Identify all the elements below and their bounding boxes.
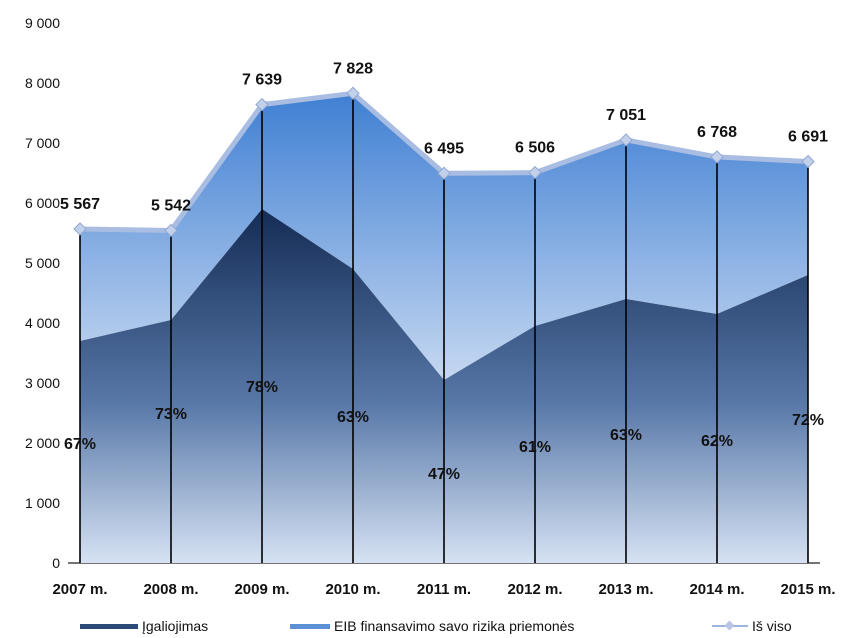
percent-label: 63% (610, 427, 642, 444)
x-tick-label: 2013 m. (598, 581, 653, 598)
percent-label: 72% (792, 412, 824, 429)
total-point (346, 86, 360, 101)
data-labels: 5 567 5 542 7 639 7 828 6 495 6 506 7 051 6 768… (60, 60, 828, 483)
total-value-label: 6 506 (515, 140, 555, 157)
total-value-label: 7 639 (242, 72, 282, 89)
y-tick-label: 4 000 (25, 315, 60, 331)
legend-label-igaliojimas: Įgaliojimas (142, 618, 209, 634)
legend-swatch-igaliojimas (80, 623, 138, 629)
total-point (710, 150, 724, 164)
total-point (164, 223, 178, 238)
total-value-label: 5 542 (151, 197, 191, 214)
total-point (255, 97, 269, 112)
percent-label: 67% (64, 436, 96, 453)
x-tick-label: 2008 m. (143, 581, 198, 598)
total-value-label: 7 828 (333, 60, 373, 77)
total-point (619, 133, 633, 147)
y-tick-label: 6 000 (25, 195, 60, 211)
y-tick-label: 2 000 (25, 435, 60, 451)
legend-item-igaliojimas: Įgaliojimas (80, 615, 208, 637)
total-line (73, 86, 815, 238)
y-tick-label: 1 000 (25, 495, 60, 511)
total-value-label: 5 567 (60, 196, 100, 213)
total-point (528, 165, 542, 180)
percent-label: 78% (246, 379, 278, 396)
legend-label-eib: EIB finansavimo savo rizika priemonės (334, 618, 575, 634)
legend-item-is-viso: Iš viso (712, 615, 792, 637)
y-tick-label: 7 000 (25, 135, 60, 151)
chart: 0 1 000 2 000 3 000 4 000 5 000 6 000 7 000 8 00… (25, 15, 836, 598)
y-tick-label: 5 000 (25, 255, 60, 271)
y-tick-label: 9 000 (25, 15, 60, 31)
total-value-label: 6 495 (424, 140, 464, 157)
legend-swatch-eib (290, 623, 330, 629)
legend-swatch-is-viso (712, 620, 748, 631)
drop-lines (79, 93, 809, 563)
total-point (437, 166, 451, 181)
x-tick-label: 2011 m. (417, 581, 471, 598)
percent-label: 62% (701, 433, 733, 450)
percent-label: 47% (428, 466, 460, 483)
y-tick-label: 0 (52, 555, 60, 571)
legend-item-eib: EIB finansavimo savo rizika priemonės (290, 615, 574, 637)
x-tick-label: 2014 m. (689, 581, 744, 598)
x-tick-label: 2010 m. (325, 581, 380, 598)
percent-label: 61% (519, 439, 551, 456)
total-point (73, 222, 87, 236)
y-tick-label: 3 000 (25, 375, 60, 391)
total-point (801, 154, 815, 169)
percent-label: 73% (155, 406, 187, 423)
total-value-label: 7 051 (606, 107, 646, 124)
x-tick-label: 2012 m. (507, 581, 562, 598)
y-axis: 0 1 000 2 000 3 000 4 000 5 000 6 000 7 000 8 00… (25, 15, 60, 571)
y-tick-label: 8 000 (25, 75, 60, 91)
legend-label-is-viso: Iš viso (752, 618, 792, 634)
percent-label: 63% (337, 409, 369, 426)
total-value-label: 6 691 (788, 129, 828, 146)
x-tick-label: 2015 m. (780, 581, 835, 598)
legend: Įgaliojimas EIB finansavimo savo rizika … (0, 615, 849, 637)
x-tick-label: 2007 m. (52, 581, 107, 598)
x-axis: 2007 m. 2008 m. 2009 m. 2010 m. 2011 m. 2012 … (52, 562, 836, 598)
x-tick-label: 2009 m. (234, 581, 289, 598)
total-value-label: 6 768 (697, 124, 737, 141)
